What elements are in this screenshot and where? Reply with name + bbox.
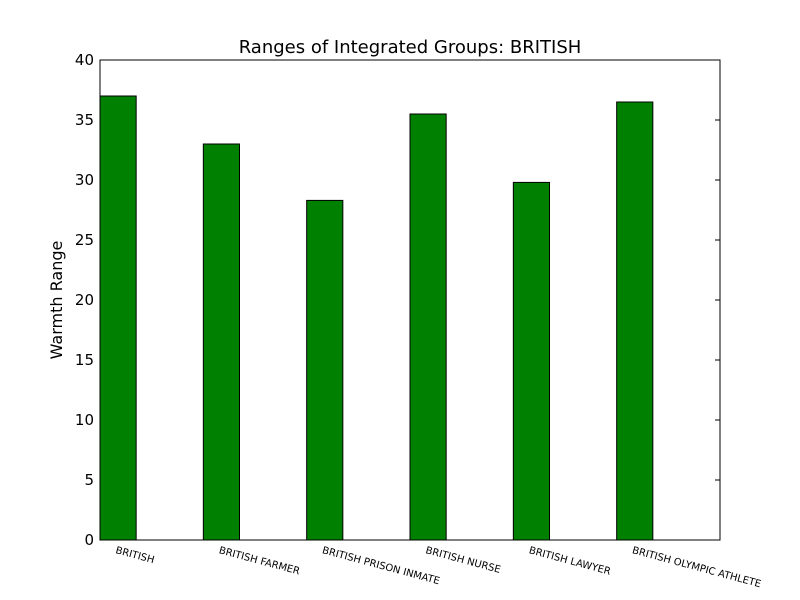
bar <box>99 95 137 541</box>
bar <box>512 181 550 541</box>
y-tick-label: 10 <box>75 411 94 429</box>
bars-group <box>99 95 654 541</box>
y-tick-label: 5 <box>84 471 94 489</box>
y-axis-ticks: 0 5 10 15 20 25 30 35 40 <box>75 51 720 549</box>
y-tick-label: 25 <box>75 231 94 249</box>
y-tick-label: 0 <box>84 531 94 549</box>
bar <box>616 101 654 541</box>
plot-area-frame <box>99 59 721 541</box>
chart-title: Ranges of Integrated Groups: BRITISH <box>239 37 582 58</box>
y-tick-label: 40 <box>75 51 94 69</box>
y-tick-label: 20 <box>75 291 94 309</box>
y-tick-label: 35 <box>75 111 94 129</box>
y-tick-label: 15 <box>75 351 94 369</box>
bar <box>306 199 344 541</box>
y-tick-label: 30 <box>75 171 94 189</box>
bar <box>202 143 240 541</box>
y-axis-label: Warmth Range <box>47 241 66 360</box>
bar <box>409 113 447 541</box>
